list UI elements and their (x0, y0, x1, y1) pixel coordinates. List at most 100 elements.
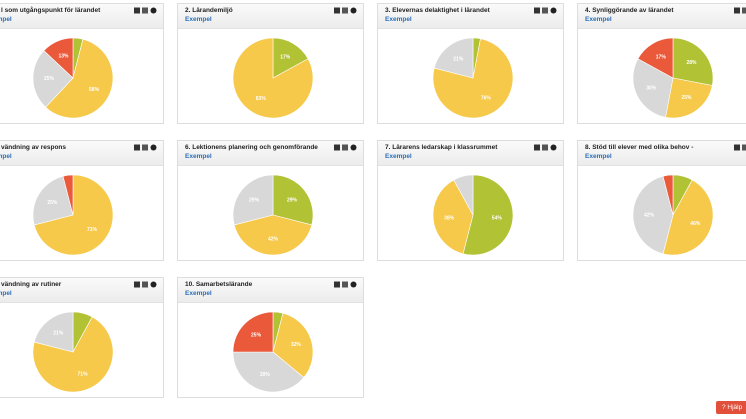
pie-slice (272, 174, 314, 226)
list-icon (334, 144, 340, 151)
pie-slice (432, 179, 474, 255)
slice-label: 71% (87, 227, 98, 233)
chart-panel: 6. Lektionens planering och genomförande… (177, 140, 364, 261)
slice-label: 29% (287, 198, 298, 204)
chart-icon (742, 7, 746, 14)
info-icon (550, 7, 557, 14)
chart-panel: 3. Elevernas delaktighet i lärandet Exemp… (377, 3, 564, 124)
panel-title: 6. Lektionens planering och genomförande (185, 144, 318, 151)
pie-slice (32, 50, 74, 108)
pie-slice (662, 174, 674, 216)
panel-subtitle: Exempel (0, 153, 12, 160)
info-icon (350, 281, 357, 288)
chart-icon (142, 281, 148, 288)
list-icon (734, 7, 740, 14)
pie-slice (232, 351, 305, 393)
panel-header: 3. Elevernas delaktighet i lärandet Exemp… (378, 4, 563, 29)
chart-icon (142, 144, 148, 151)
pie-chart: 28% 25% 30% 17% (632, 37, 714, 119)
chart-panel: l som utgångspunkt för lärandet Exempel 58… (0, 3, 164, 124)
pie-slice (462, 174, 514, 256)
pie-chart: 46% 42% (632, 174, 714, 256)
pie-slice (672, 37, 714, 86)
slice-label: 17% (280, 55, 291, 61)
slice-label: 30% (646, 86, 657, 92)
slice-label: 21% (53, 330, 64, 336)
pie-slice (637, 37, 674, 79)
panel-title: vändning av rutiner (1, 281, 62, 288)
pie-slice (662, 179, 714, 256)
panel-subtitle: Exempel (385, 153, 412, 160)
chart-icon (342, 144, 348, 151)
pie-slice (32, 316, 114, 393)
pie-slice (33, 174, 114, 256)
pie-slice (232, 311, 274, 353)
panel-subtitle: Exempel (585, 16, 612, 23)
panel-subtitle: Exempel (185, 290, 212, 297)
slice-label: 42% (268, 236, 279, 242)
chart-panel: vändning av rutiner Exempel 71% 21% (0, 277, 164, 398)
panel-subtitle: Exempel (0, 290, 12, 297)
chart-panel: 7. Lärarens ledarskap i klassrummet Exemp… (377, 140, 564, 261)
panel-title: 7. Lärarens ledarskap i klassrummet (385, 144, 498, 151)
slice-label: 39% (260, 372, 271, 378)
pie-slice (665, 77, 713, 119)
panel-header: 6. Lektionens planering och genomförande… (178, 141, 363, 166)
slice-label: 76% (481, 96, 492, 102)
panel-icons (334, 7, 357, 14)
panel-icons (334, 144, 357, 151)
panel-icons (134, 281, 157, 288)
panel-header: vändning av rutiner Exempel (0, 278, 163, 303)
help-button[interactable]: ? Hjälp (716, 401, 746, 414)
info-icon (150, 144, 157, 151)
slice-label: 21% (453, 56, 464, 62)
info-icon (350, 7, 357, 14)
panel-subtitle: Exempel (185, 16, 212, 23)
panel-subtitle: Exempel (585, 153, 612, 160)
pie-slice (632, 175, 674, 255)
list-icon (334, 281, 340, 288)
info-icon (550, 144, 557, 151)
chart-panel: 2. Lärandemiljö Exempel 17% 83% (177, 3, 364, 124)
slice-label: 17% (656, 55, 667, 61)
panel-title: 4. Synliggörande av lärandet (585, 7, 674, 14)
chart-icon (142, 7, 148, 14)
slice-label: 25% (44, 76, 55, 82)
list-icon (134, 144, 140, 151)
panel-title: 3. Elevernas delaktighet i lärandet (385, 7, 490, 14)
info-icon (350, 144, 357, 151)
pie-chart: 76% 21% (432, 37, 514, 119)
help-label: Hjälp (727, 404, 743, 411)
panel-title: vändning av respons (1, 144, 67, 151)
pie-slice (62, 174, 74, 216)
pie-slice (45, 38, 114, 119)
panel-icons (734, 144, 746, 151)
panel-icons (134, 144, 157, 151)
slice-label: 42% (644, 212, 655, 218)
panel-icons (534, 7, 557, 14)
slice-label: 32% (291, 342, 302, 348)
slice-label: 54% (492, 215, 503, 221)
panel-header: 4. Synliggörande av lärandet Exempel (578, 4, 746, 29)
panel-title: 10. Samarbetslärande (185, 281, 253, 288)
panel-header: vändning av respons Exempel (0, 141, 163, 166)
slice-label: 25% (681, 95, 692, 101)
pie-slice (233, 214, 313, 256)
pie-chart: 71% 21% (32, 311, 114, 393)
chart-icon (342, 7, 348, 14)
panel-header: 7. Lärarens ledarskap i klassrummet Exemp… (378, 141, 563, 166)
chart-panel: 10. Samarbetslärande Exempel 32% 39% 25% (177, 277, 364, 398)
chart-panel: 8. Stöd till elever med olika behov - Exe… (577, 140, 746, 261)
panel-subtitle: Exempel (385, 16, 412, 23)
panel-subtitle: Exempel (185, 153, 212, 160)
slice-label: 25% (251, 332, 262, 338)
slice-label: 46% (690, 221, 701, 227)
pie-chart: 17% 83% (232, 37, 314, 119)
panel-icons (534, 144, 557, 151)
panel-icons (734, 7, 746, 14)
list-icon (534, 7, 540, 14)
pie-slice (43, 37, 74, 79)
pie-slice (232, 37, 314, 119)
slice-label: 25% (47, 200, 58, 206)
